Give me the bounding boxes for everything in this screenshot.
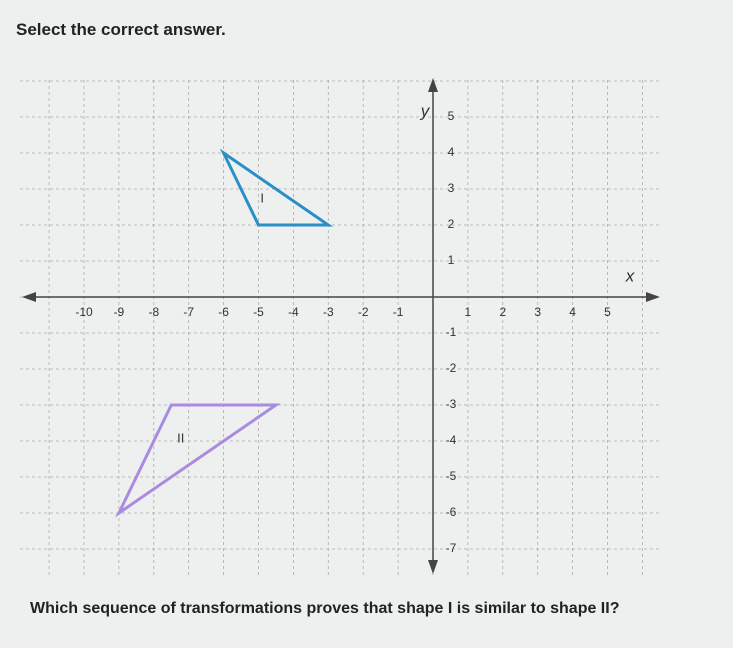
x-tick-label: -6 xyxy=(218,305,229,319)
y-axis-label: y xyxy=(420,101,431,120)
arrow xyxy=(22,292,36,302)
x-tick-label: -10 xyxy=(75,305,93,319)
x-tick-label: 1 xyxy=(465,305,472,319)
x-tick-label: -7 xyxy=(183,305,194,319)
y-tick-label: -1 xyxy=(446,325,457,339)
x-tick-label: -1 xyxy=(393,305,404,319)
x-tick-label: 2 xyxy=(499,305,506,319)
shape-label: II xyxy=(177,430,184,445)
x-tick-label: -9 xyxy=(114,305,125,319)
y-tick-label: 1 xyxy=(448,253,455,267)
arrow xyxy=(646,292,660,302)
y-tick-label: -6 xyxy=(446,505,457,519)
x-tick-label: 4 xyxy=(569,305,576,319)
arrow xyxy=(428,78,438,92)
question: Which sequence of transformations proves… xyxy=(30,600,620,617)
shape xyxy=(219,148,334,227)
x-tick-label: 3 xyxy=(534,305,541,319)
x-tick-label: -2 xyxy=(358,305,369,319)
shape-label: I xyxy=(260,190,264,205)
shape xyxy=(115,403,281,518)
y-tick-label: 2 xyxy=(448,217,455,231)
y-tick-label: 3 xyxy=(448,181,455,195)
y-tick-label: -5 xyxy=(446,469,457,483)
x-tick-label: -3 xyxy=(323,305,334,319)
y-tick-label: 4 xyxy=(448,145,455,159)
y-tick-label: -2 xyxy=(446,361,457,375)
y-tick-label: -4 xyxy=(446,433,457,447)
arrow xyxy=(428,560,438,574)
x-tick-label: -8 xyxy=(148,305,159,319)
x-tick-label: -4 xyxy=(288,305,299,319)
y-tick-label: -7 xyxy=(446,541,457,555)
prompt: Select the correct answer. xyxy=(16,20,226,39)
x-tick-label: 5 xyxy=(604,305,611,319)
x-tick-label: -5 xyxy=(253,305,264,319)
y-tick-label: 5 xyxy=(448,109,455,123)
x-axis-label: x xyxy=(625,266,635,285)
y-tick-label: -3 xyxy=(446,397,457,411)
